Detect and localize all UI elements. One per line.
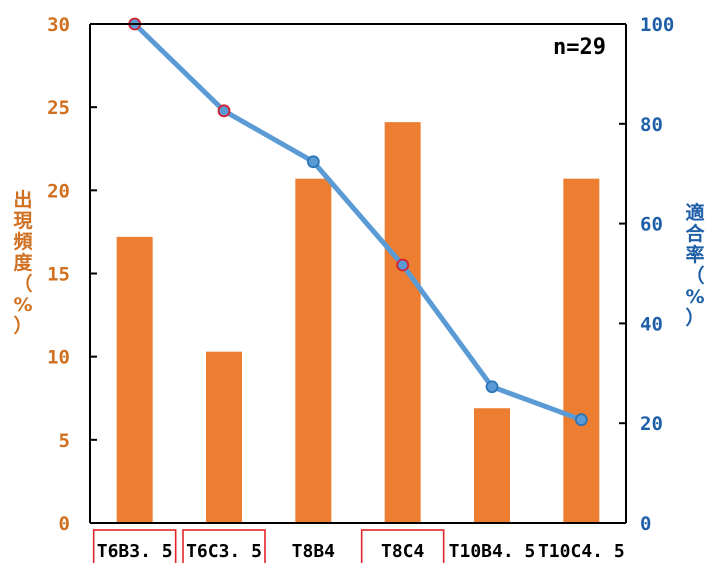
left-tick-label: 10 (47, 347, 70, 369)
left-tick-label: 25 (47, 97, 70, 119)
bar-T6C3.5 (206, 351, 242, 523)
axes (89, 23, 627, 524)
category-label: T8C4 (381, 541, 425, 562)
axis-title-char: 度 (13, 251, 33, 274)
category-highlight-box (92, 529, 177, 563)
bar-T10C4.5 (563, 178, 600, 523)
category-label: T8B4 (292, 541, 336, 562)
bar-series (116, 122, 600, 524)
point-T10B4.5 (485, 380, 499, 394)
right-tick-label: 40 (640, 313, 663, 335)
axis-title-char: 頻 (13, 230, 32, 253)
bar-T8C4 (384, 122, 421, 524)
category-label: T10C4. 5 (538, 541, 625, 562)
category-highlight-box (182, 529, 266, 563)
category-label: T6B3. 5 (97, 541, 173, 562)
axis-title-char: 合 (685, 222, 705, 245)
category-label: T10B4. 5 (449, 541, 536, 562)
line-precision (132, 21, 584, 423)
left-tick-label: 0 (59, 513, 70, 535)
category-labels: T6B3. 5 T6C3. 5 T8B4 T8C4 T10B4. 5 T10C4. 5 (92, 529, 625, 563)
bar-T6B3.5 (116, 236, 153, 523)
bar-T10B4.5 (474, 408, 510, 523)
left-tick-label: 30 (47, 14, 70, 36)
left-tick-label: 5 (59, 430, 70, 452)
point-T8C4 (396, 258, 410, 272)
right-axis-title: 適合率（%） (685, 201, 705, 329)
axis-title-char: 適 (685, 201, 704, 224)
category-highlight-box (360, 529, 445, 563)
axis-title-char: ） (13, 314, 32, 337)
point-T6C3.5 (217, 104, 231, 118)
right-tick-label: 100 (640, 14, 674, 36)
left-tick-label: 20 (47, 180, 70, 202)
point-T8B4 (306, 155, 320, 169)
point-T10C4.5 (574, 413, 588, 427)
right-tick-labels: 0 20 40 60 80 100 (619, 14, 674, 535)
sample-size-annotation: n=29 (553, 35, 606, 60)
axis-title-char: 現 (13, 210, 32, 232)
axis-title-char: % (685, 286, 704, 308)
axis-title-char: ） (685, 306, 704, 329)
line-series (128, 17, 588, 427)
right-tick-label: 20 (640, 413, 663, 435)
right-tick-label: 80 (640, 114, 663, 136)
bar-T8B4 (295, 178, 332, 523)
axis-title-char: % (13, 294, 32, 316)
left-tick-label: 15 (47, 264, 70, 286)
right-tick-label: 0 (640, 513, 651, 535)
axis-title-char: 出 (13, 188, 32, 211)
category-label: T6C3. 5 (186, 541, 262, 562)
axis-title-char: （ (13, 272, 32, 295)
axis-title-char: 率 (685, 243, 704, 266)
right-tick-label: 60 (640, 214, 663, 236)
left-tick-labels: 0 5 10 15 20 25 30 (47, 14, 97, 535)
axis-title-char: （ (685, 264, 704, 287)
